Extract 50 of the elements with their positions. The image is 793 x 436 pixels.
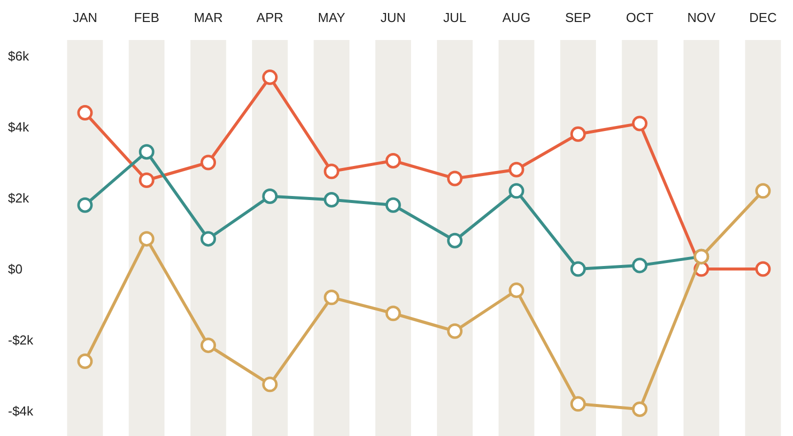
point [632,116,648,132]
x-tick-label: AUG [502,10,531,25]
y-tick-label: $0 [8,262,22,277]
x-tick-label: MAR [194,10,223,25]
x-tick-label: NOV [687,10,716,25]
x-tick-label: DEC [749,10,777,25]
point [570,261,586,277]
point [200,338,216,354]
point [200,231,216,247]
y-tick-label: $2k [8,190,30,206]
point [262,188,278,204]
point [755,183,771,199]
point [138,172,154,188]
point [447,170,463,186]
x-tick-label: JAN [72,10,98,25]
point [632,258,648,274]
point [77,354,93,370]
x-tick-label: JUL [443,10,466,25]
x-tick-label: FEB [134,10,160,25]
x-tick-label: SEP [565,10,592,25]
point [632,401,648,417]
point [200,154,216,170]
point [570,126,586,142]
point [447,232,463,248]
point [385,306,401,322]
x-tick-label: OCT [626,10,654,25]
x-tick-label: MAY [318,10,346,25]
point [324,164,340,180]
y-tick-label: -$2k [8,332,34,348]
point [385,152,401,168]
point [755,261,771,277]
point [385,197,401,213]
point [508,162,524,178]
point [508,282,524,298]
point [447,323,463,339]
point [324,290,340,306]
point [138,231,154,247]
point [508,183,524,199]
y-tick-label: $4k [8,120,30,135]
x-tick-label: APR [256,10,284,25]
point [77,105,93,121]
y-tick-label: -$4k [8,404,34,419]
point [570,396,586,412]
point [77,197,93,213]
y-tick-label: $6k [8,48,30,64]
point [262,70,278,86]
point [324,192,340,208]
x-tick-label: JUN [380,10,406,25]
point [138,144,154,160]
point [262,376,278,392]
